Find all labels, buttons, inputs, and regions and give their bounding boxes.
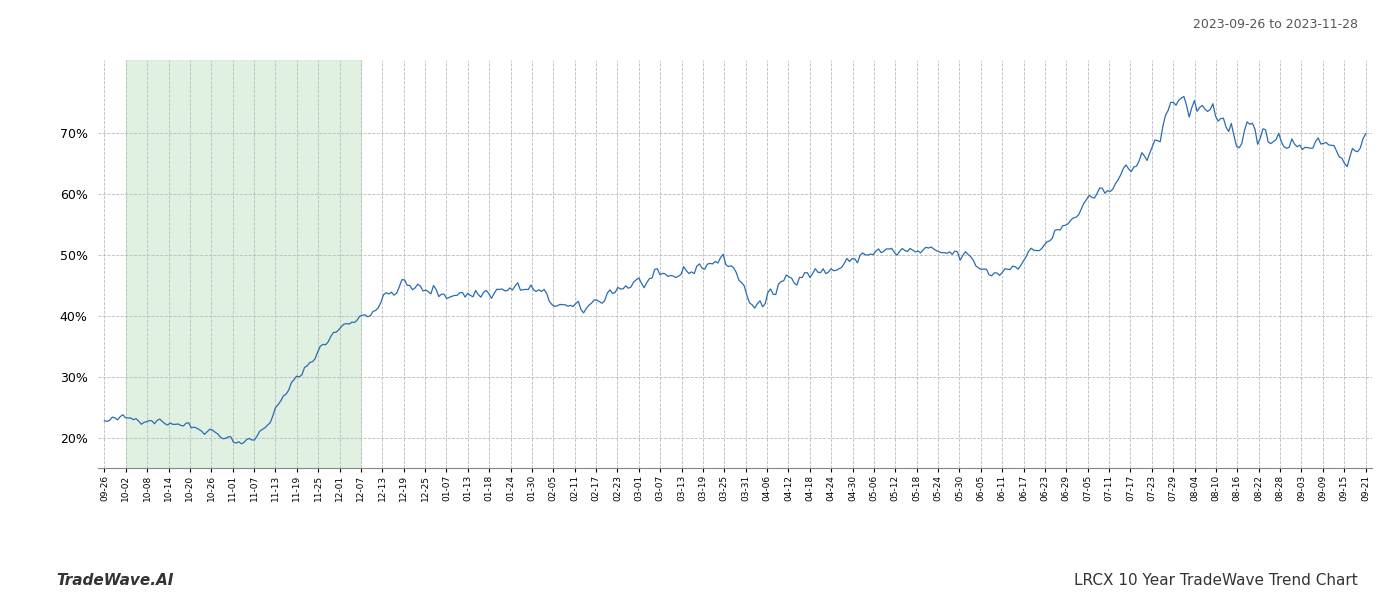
Text: 2023-09-26 to 2023-11-28: 2023-09-26 to 2023-11-28 xyxy=(1193,18,1358,31)
Text: TradeWave.AI: TradeWave.AI xyxy=(56,573,174,588)
Bar xyxy=(126,60,361,468)
Text: LRCX 10 Year TradeWave Trend Chart: LRCX 10 Year TradeWave Trend Chart xyxy=(1074,573,1358,588)
